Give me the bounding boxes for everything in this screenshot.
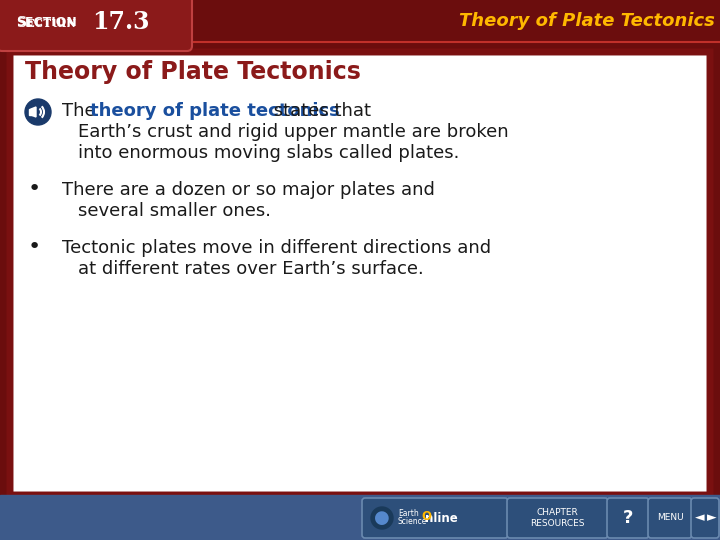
Text: Science: Science bbox=[398, 517, 428, 526]
Text: nline: nline bbox=[425, 511, 458, 524]
Text: ◄: ◄ bbox=[696, 511, 705, 524]
Text: ●: ● bbox=[374, 509, 390, 527]
Bar bbox=[29, 109, 33, 115]
FancyBboxPatch shape bbox=[607, 498, 649, 538]
FancyBboxPatch shape bbox=[0, 0, 192, 51]
Text: states that: states that bbox=[268, 102, 371, 120]
Text: MENU: MENU bbox=[657, 514, 683, 523]
Text: ?: ? bbox=[623, 509, 633, 527]
Text: several smaller ones.: several smaller ones. bbox=[78, 202, 271, 220]
Circle shape bbox=[25, 99, 51, 125]
Text: Theory of Plate Tectonics: Theory of Plate Tectonics bbox=[25, 60, 361, 84]
Text: •: • bbox=[27, 237, 40, 257]
Text: 17.3: 17.3 bbox=[92, 10, 150, 34]
Text: Earth’s crust and rigid upper mantle are broken: Earth’s crust and rigid upper mantle are… bbox=[78, 123, 508, 141]
Circle shape bbox=[371, 507, 393, 529]
FancyBboxPatch shape bbox=[362, 498, 508, 538]
Text: O: O bbox=[421, 510, 431, 523]
Bar bbox=[0, 495, 720, 540]
Text: Theory of Plate Tectonics: Theory of Plate Tectonics bbox=[459, 12, 715, 30]
Text: at different rates over Earth’s surface.: at different rates over Earth’s surface. bbox=[78, 260, 424, 278]
Text: CHAPTER
RESOURCES: CHAPTER RESOURCES bbox=[530, 508, 584, 529]
Text: There are a dozen or so major plates and: There are a dozen or so major plates and bbox=[62, 181, 435, 199]
Text: Earth: Earth bbox=[398, 510, 419, 518]
FancyBboxPatch shape bbox=[10, 52, 710, 495]
Text: •: • bbox=[27, 179, 40, 199]
Text: Sᴇᴄᴛɯɴ: Sᴇᴄᴛɯɴ bbox=[16, 16, 76, 30]
Text: SECTION: SECTION bbox=[16, 16, 77, 29]
Text: Tectonic plates move in different directions and: Tectonic plates move in different direct… bbox=[62, 239, 491, 257]
Polygon shape bbox=[31, 107, 36, 117]
Text: The: The bbox=[62, 102, 102, 120]
FancyBboxPatch shape bbox=[648, 498, 692, 538]
Text: ►: ► bbox=[707, 511, 717, 524]
Bar bbox=[0, 0, 720, 42]
FancyBboxPatch shape bbox=[507, 498, 608, 538]
Text: theory of plate tectonics: theory of plate tectonics bbox=[90, 102, 340, 120]
FancyBboxPatch shape bbox=[691, 498, 719, 538]
Text: into enormous moving slabs called plates.: into enormous moving slabs called plates… bbox=[78, 144, 459, 162]
